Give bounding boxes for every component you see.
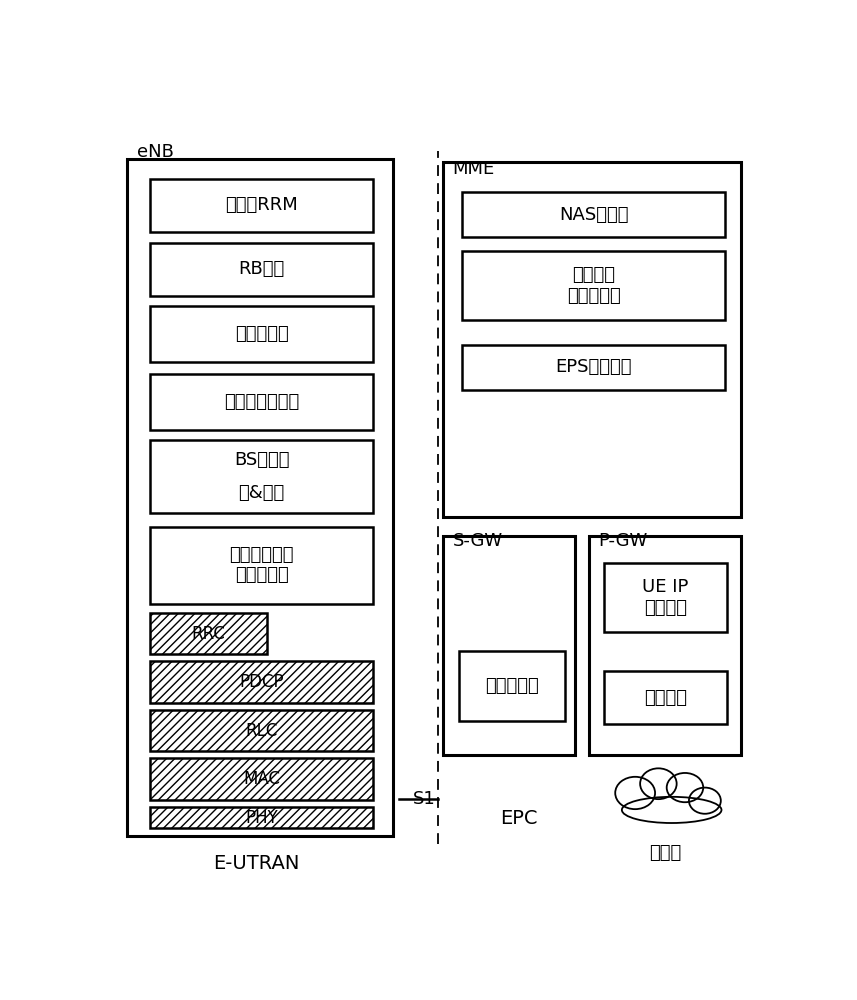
Text: 连接移动性: 连接移动性 bbox=[235, 325, 289, 343]
Bar bbox=[589, 536, 741, 755]
Text: 移动性锁定: 移动性锁定 bbox=[485, 677, 539, 695]
Text: EPC: EPC bbox=[500, 809, 537, 828]
Text: NAS安全性: NAS安全性 bbox=[559, 206, 628, 224]
Text: RB控制: RB控制 bbox=[238, 260, 285, 278]
Text: 分组过滤: 分组过滤 bbox=[644, 688, 686, 706]
Bar bbox=[150, 807, 373, 828]
Text: PHY: PHY bbox=[245, 809, 278, 827]
Bar bbox=[604, 563, 727, 632]
Ellipse shape bbox=[689, 788, 721, 814]
Text: EPS承载控制: EPS承载控制 bbox=[555, 358, 632, 376]
Bar bbox=[459, 651, 566, 721]
Text: S1: S1 bbox=[413, 790, 436, 808]
Bar bbox=[150, 374, 373, 430]
Text: 置&规定: 置&规定 bbox=[238, 484, 285, 502]
Bar bbox=[150, 710, 373, 751]
Ellipse shape bbox=[615, 777, 655, 809]
Bar bbox=[463, 192, 725, 237]
Bar bbox=[127, 159, 393, 836]
Text: 小区间RRM: 小区间RRM bbox=[225, 196, 298, 214]
Text: MME: MME bbox=[452, 160, 494, 178]
Ellipse shape bbox=[622, 797, 722, 823]
Text: MAC: MAC bbox=[243, 770, 280, 788]
Bar bbox=[442, 162, 741, 517]
Bar bbox=[463, 345, 725, 389]
Text: P-GW: P-GW bbox=[598, 532, 648, 550]
Bar bbox=[150, 440, 373, 513]
Bar bbox=[150, 661, 373, 703]
Text: UE IP
地址分配: UE IP 地址分配 bbox=[642, 578, 688, 617]
Text: RRC: RRC bbox=[191, 625, 225, 643]
Text: 空闲状态
移动性处理: 空闲状态 移动性处理 bbox=[566, 266, 620, 305]
Text: RLC: RLC bbox=[245, 722, 278, 740]
Bar bbox=[150, 613, 267, 654]
Bar bbox=[463, 251, 725, 320]
Text: eNB: eNB bbox=[137, 143, 174, 161]
Bar bbox=[604, 671, 727, 724]
Bar bbox=[150, 758, 373, 800]
Ellipse shape bbox=[640, 768, 677, 799]
Ellipse shape bbox=[667, 773, 704, 802]
Text: PDCP: PDCP bbox=[239, 673, 284, 691]
Text: 动态资源分配
（调度器）: 动态资源分配 （调度器） bbox=[230, 546, 294, 584]
Text: 无线电允许控制: 无线电允许控制 bbox=[224, 393, 299, 411]
Bar bbox=[150, 306, 373, 362]
Bar bbox=[150, 179, 373, 232]
Text: 互联网: 互联网 bbox=[649, 844, 681, 862]
Text: E-UTRAN: E-UTRAN bbox=[213, 854, 300, 873]
Bar bbox=[150, 527, 373, 604]
Text: S-GW: S-GW bbox=[452, 532, 502, 550]
Bar bbox=[150, 243, 373, 296]
Bar bbox=[442, 536, 575, 755]
Text: BS测量配: BS测量配 bbox=[234, 451, 290, 469]
